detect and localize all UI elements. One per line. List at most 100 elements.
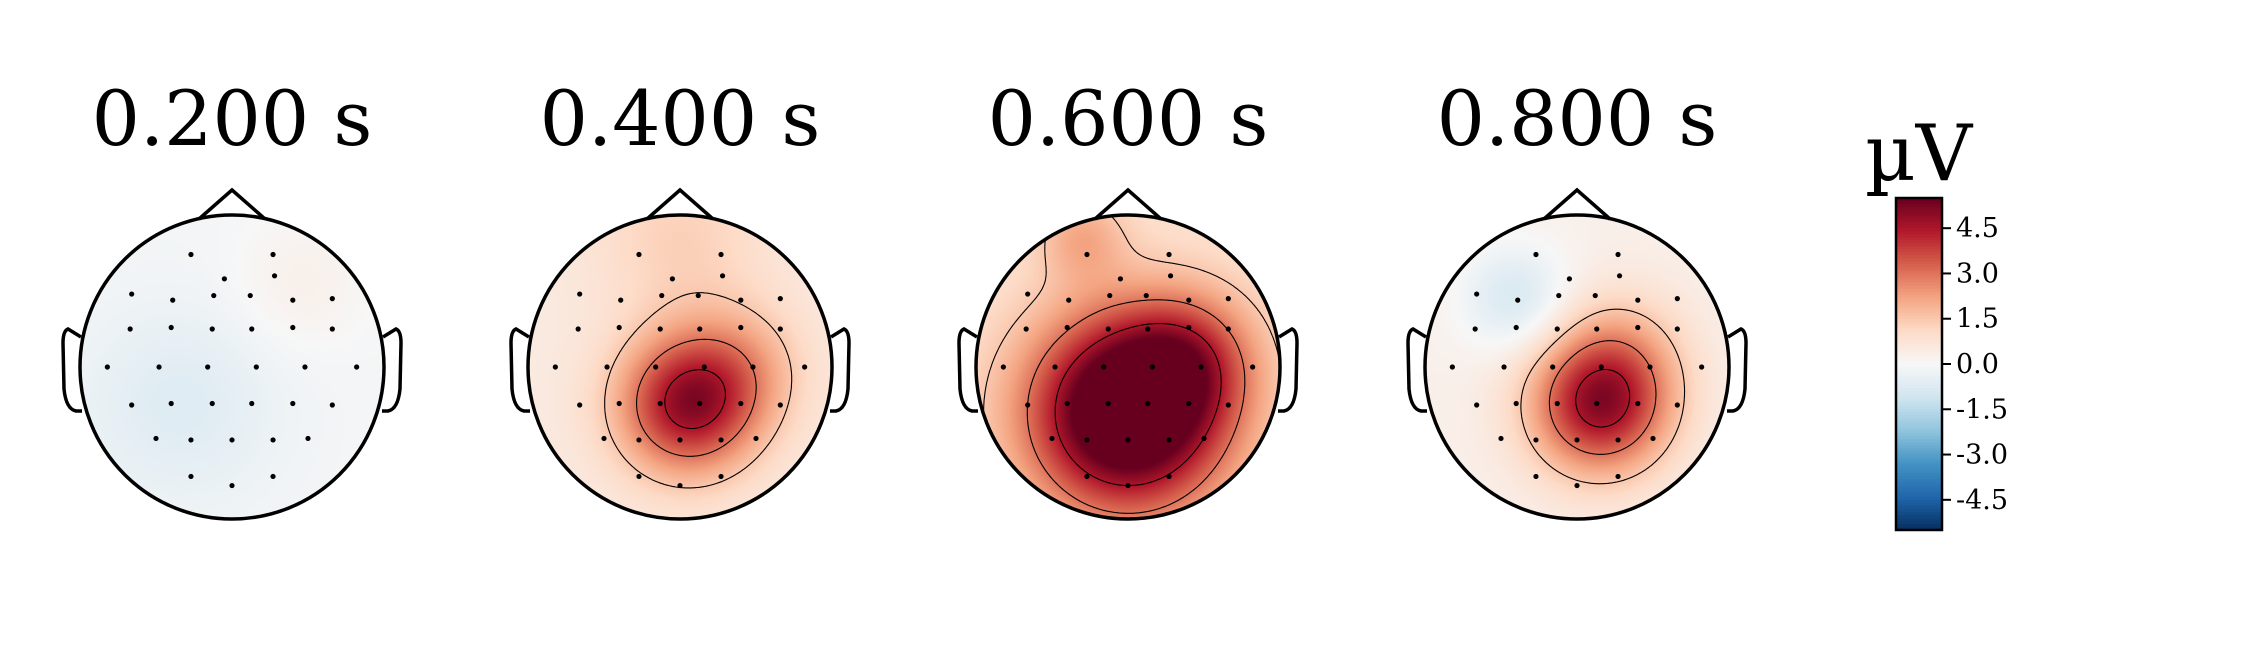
colorbar-segment <box>1896 490 1942 495</box>
sensor-marker <box>1023 326 1029 332</box>
colorbar-segment <box>1896 445 1942 450</box>
colorbar-segment <box>1896 370 1942 374</box>
colorbar-segment <box>1896 303 1942 308</box>
sensor-marker <box>1145 400 1151 407</box>
sensor-marker <box>329 296 335 302</box>
colorbar-segment <box>1896 391 1942 395</box>
colorbar-segment <box>1896 234 1942 238</box>
sensor-marker <box>719 273 726 279</box>
colorbar-segment <box>1896 345 1942 350</box>
sensor-marker <box>1166 251 1172 258</box>
colorbar-segment <box>1896 240 1942 244</box>
colorbar-segment <box>1896 472 1942 477</box>
colorbar-segment <box>1896 439 1942 444</box>
colorbar-segment <box>1896 315 1942 320</box>
sensor-marker <box>270 473 276 480</box>
sensor-marker <box>1574 482 1580 489</box>
sensor-marker <box>718 437 724 443</box>
colorbar-segment <box>1896 448 1942 453</box>
colorbar-segment <box>1896 312 1942 317</box>
head-outline <box>78 213 386 521</box>
sensor-marker <box>653 364 659 370</box>
topomap-heatmap <box>976 215 1280 519</box>
sensor-marker <box>1186 297 1192 303</box>
colorbar-segment <box>1896 210 1942 214</box>
colorbar-segment <box>1896 357 1942 362</box>
sensor-marker <box>777 402 783 408</box>
sensor-marker <box>657 400 663 407</box>
sensor-marker <box>1117 276 1123 282</box>
colorbar-segment <box>1896 376 1942 380</box>
colorbar-segment <box>1896 228 1942 232</box>
colorbar-segment <box>1896 285 1942 290</box>
colorbar-segment <box>1896 231 1942 235</box>
sensor-marker <box>290 400 296 407</box>
sensor-marker <box>1101 364 1107 370</box>
colorbar-segment <box>1896 333 1942 338</box>
colorbar-segment <box>1896 379 1942 383</box>
sensor-marker <box>1149 364 1155 370</box>
sensor-marker <box>601 435 607 442</box>
colorbar-segment <box>1896 478 1942 483</box>
sensor-marker <box>1225 326 1231 332</box>
colorbar-segment <box>1896 291 1942 296</box>
sensor-marker <box>247 292 253 299</box>
sensor-marker <box>290 297 296 303</box>
sensor-marker <box>1592 292 1598 299</box>
sensor-marker <box>1594 326 1600 332</box>
colorbar-segment <box>1896 354 1942 359</box>
sensor-marker <box>1615 437 1621 443</box>
right-ear <box>1727 327 1748 413</box>
sensor-marker <box>1533 437 1539 443</box>
colorbar-segment <box>1896 424 1942 428</box>
colorbar-segment <box>1896 406 1942 410</box>
sensor-marker <box>1225 296 1231 302</box>
sensor-marker <box>1025 291 1031 297</box>
sensor-marker <box>1533 251 1539 258</box>
sensor-marker <box>1084 437 1090 443</box>
contour-lines <box>1520 308 1686 485</box>
colorbar-segment <box>1896 469 1942 474</box>
sensor-marker <box>290 324 296 331</box>
sensor-marker <box>1198 364 1204 370</box>
sensor-marker <box>153 435 159 442</box>
sensor-marker <box>1201 435 1207 442</box>
colorbar-segment <box>1896 225 1942 229</box>
sensor-marker <box>1635 324 1641 331</box>
topomap-heatmap <box>80 215 384 519</box>
sensor-marker <box>188 251 194 258</box>
colorbar-segment <box>1896 336 1942 341</box>
contour-lines <box>604 292 793 489</box>
sensor-marker <box>802 364 808 370</box>
sensor-marker <box>127 326 133 332</box>
colorbar-segment <box>1896 339 1942 344</box>
sensor-marker <box>271 273 278 279</box>
head-outline <box>526 213 834 521</box>
sensor-marker <box>1166 473 1172 480</box>
colorbar: µV 4.5 3.0 1.5 0.0 -1.5 -3.0 -4.5 <box>1865 109 2008 532</box>
sensor-marker <box>1167 273 1174 279</box>
sensor-marker <box>1501 364 1507 370</box>
sensor-marker <box>229 437 235 443</box>
colorbar-tick-label: -4.5 <box>1956 485 2008 516</box>
colorbar-segment <box>1896 246 1942 250</box>
sensor-marker <box>1025 402 1031 408</box>
colorbar-segment <box>1896 267 1942 272</box>
sensor-marker <box>552 364 558 370</box>
sensor-marker <box>1554 326 1560 332</box>
topomap-panel: 0.800 s <box>1406 74 1748 521</box>
colorbar-segment <box>1896 258 1942 262</box>
sensor-marker <box>221 276 227 282</box>
colorbar-segment <box>1896 394 1942 398</box>
colorbar-segment <box>1896 327 1942 332</box>
sensor-marker <box>1616 273 1623 279</box>
colorbar-segment <box>1896 436 1942 441</box>
right-ear <box>1278 327 1299 413</box>
sensor-marker <box>329 402 335 408</box>
colorbar-segment <box>1896 270 1942 275</box>
colorbar-tick-label: 4.5 <box>1956 213 1999 244</box>
colorbar-segment <box>1896 282 1942 287</box>
colorbar-segment <box>1896 493 1942 498</box>
colorbar-segment <box>1896 279 1942 284</box>
colorbar-segment <box>1896 276 1942 281</box>
